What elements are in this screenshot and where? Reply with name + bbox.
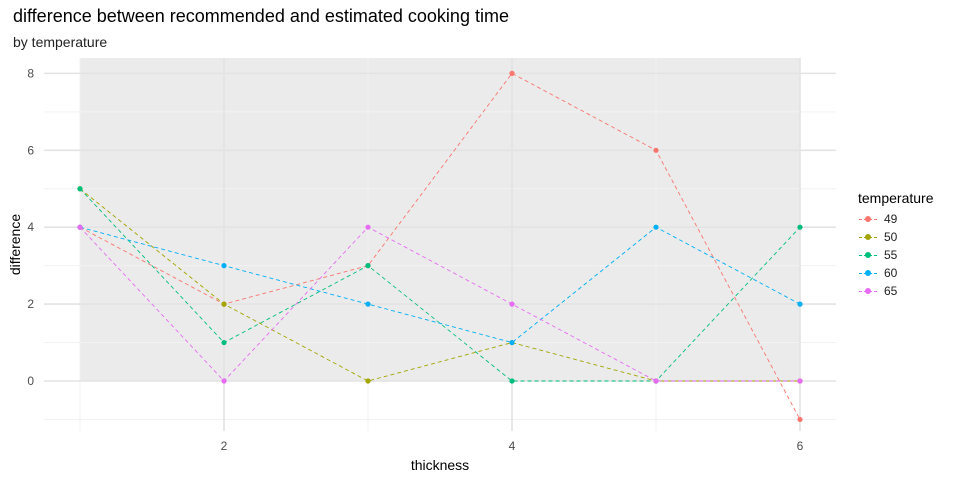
data-point-55: [221, 339, 227, 346]
legend-label: 60: [884, 266, 898, 280]
y-tick-label: 0: [27, 374, 34, 388]
data-point-65: [77, 224, 83, 230]
x-tick-label: 6: [797, 439, 804, 453]
data-point-60: [221, 263, 227, 269]
series-65: [77, 224, 803, 384]
legend-items: 49 50 55 60 65: [858, 210, 933, 300]
x-tick-label: 2: [221, 439, 228, 453]
legend-item-60: 60: [858, 264, 933, 282]
chart-title: difference between recommended and estim…: [13, 6, 509, 26]
series-line-55: [79, 188, 801, 382]
legend-item-65: 65: [858, 282, 933, 300]
series-line-50: [79, 188, 800, 382]
data-point-65: [653, 378, 659, 384]
legend-key: [858, 211, 878, 227]
data-point-55: [365, 263, 371, 269]
panel-background: [80, 58, 800, 382]
legend-label: 49: [884, 212, 898, 226]
chart-subtitle: by temperature: [13, 34, 108, 50]
data-point-55: [509, 378, 515, 384]
legend-label: 65: [884, 284, 898, 298]
data-point-55: [77, 186, 83, 192]
series-line-65: [79, 226, 800, 382]
legend-key: [858, 229, 878, 245]
data-point-60: [365, 301, 371, 307]
y-tick-label: 8: [27, 66, 34, 80]
y-tick-label: 6: [27, 143, 34, 157]
data-point-65: [221, 378, 227, 384]
data-point-55: [797, 224, 803, 230]
legend-key: [858, 247, 878, 263]
legend-title: temperature: [858, 190, 934, 206]
data-point-65: [365, 224, 371, 230]
series-line-49: [79, 72, 801, 420]
legend-key: [858, 283, 878, 299]
data-point-65: [509, 301, 515, 307]
legend: temperature 49 50 55 60 65: [858, 190, 933, 300]
legend-item-50: 50: [858, 228, 933, 246]
data-point-65: [797, 378, 803, 384]
data-point-60: [797, 301, 803, 307]
legend-item-55: 55: [858, 246, 933, 264]
data-point-50: [365, 378, 371, 384]
series-line-60: [79, 226, 801, 344]
legend-key: [858, 265, 878, 281]
data-point-50: [221, 301, 227, 307]
data-point-49: [653, 147, 659, 153]
legend-label: 55: [884, 248, 898, 262]
data-point-49: [509, 70, 515, 76]
series-55: [77, 186, 803, 384]
y-tick-label: 4: [27, 220, 34, 234]
legend-label: 50: [884, 230, 898, 244]
data-point-49: [797, 416, 803, 423]
y-axis-title: difference: [7, 214, 23, 275]
data-point-60: [653, 224, 659, 230]
y-tick-label: 2: [27, 297, 34, 311]
x-axis-title: thickness: [411, 457, 469, 473]
data-point-60: [509, 339, 515, 346]
legend-item-49: 49: [858, 210, 933, 228]
x-tick-label: 4: [509, 439, 516, 453]
